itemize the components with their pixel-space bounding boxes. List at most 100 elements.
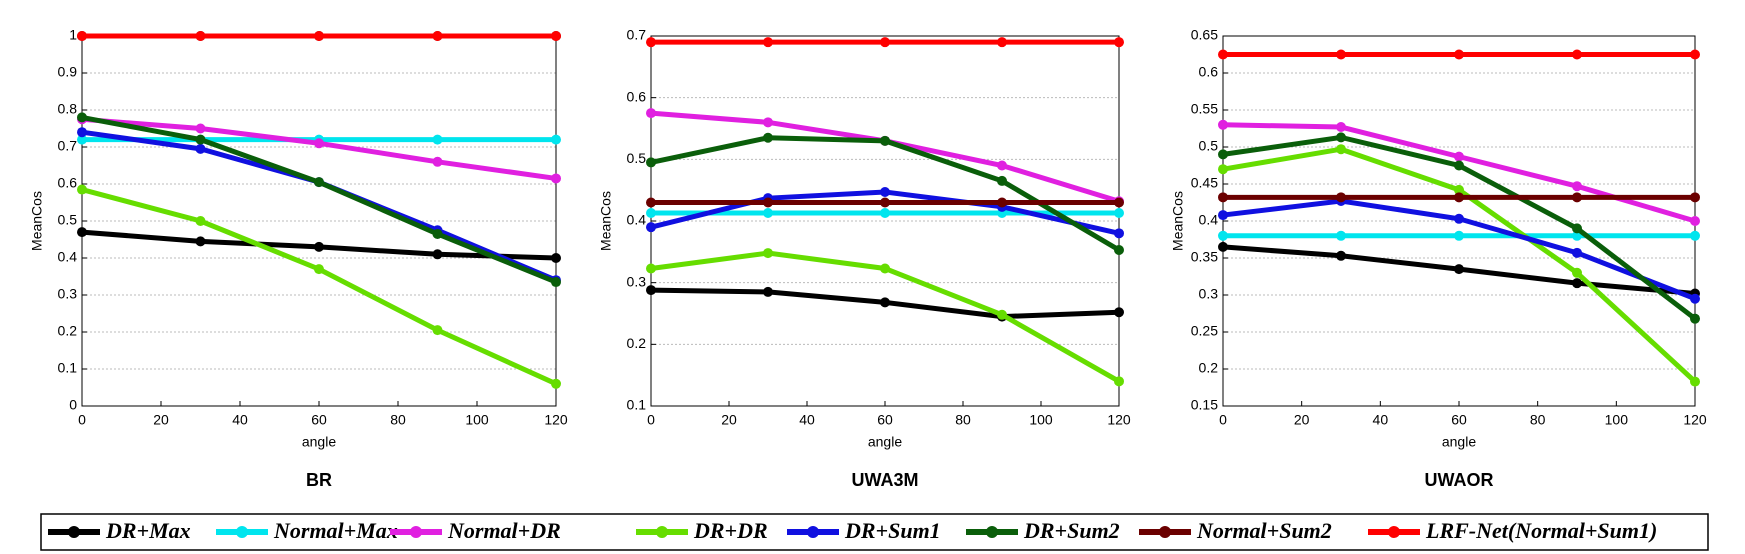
series: DR+Max <box>646 285 1124 322</box>
point <box>880 37 890 48</box>
point <box>763 207 773 218</box>
point <box>551 253 561 263</box>
x-axis-label: angle <box>1442 434 1476 450</box>
point <box>1218 149 1228 160</box>
point <box>1454 192 1464 203</box>
series <box>77 112 561 288</box>
point <box>1690 216 1700 226</box>
y-tick-label: 0.55 <box>1191 101 1218 117</box>
legend-marker <box>1159 526 1171 538</box>
x-tick-label: 0 <box>647 412 655 428</box>
y-tick-label: 0.45 <box>1191 175 1218 191</box>
point <box>551 173 561 184</box>
x-tick-label: 80 <box>955 412 971 428</box>
legend-marker <box>410 526 422 538</box>
series: DR+DR <box>1218 144 1700 387</box>
point <box>1218 230 1228 241</box>
x-tick-label: 0 <box>78 412 86 428</box>
point <box>763 132 773 143</box>
plot-frame <box>650 35 1120 407</box>
point <box>1572 223 1582 234</box>
point <box>432 31 443 41</box>
y-tick-label: 0.15 <box>1191 397 1218 413</box>
point <box>1336 230 1346 241</box>
point <box>1690 293 1700 304</box>
y-tick-label: 0.4 <box>58 249 78 265</box>
y-tick-label: 0.1 <box>627 397 647 413</box>
point <box>551 134 561 145</box>
point <box>1572 278 1582 289</box>
y-tick-label: 0.5 <box>627 150 647 166</box>
y-axis-label: MeanCos <box>29 191 45 251</box>
series: DR+Sum1 <box>1218 196 1700 304</box>
y-tick-label: 0.2 <box>1199 360 1219 376</box>
point <box>77 31 87 41</box>
point <box>880 187 890 198</box>
point <box>1218 241 1228 252</box>
x-tick-label: 100 <box>1605 412 1629 428</box>
y-tick-label: 0.1 <box>58 360 78 376</box>
legend-marker <box>1388 526 1400 538</box>
y-axis-label: MeanCos <box>1170 191 1186 251</box>
x-tick-label: 100 <box>1029 412 1053 428</box>
legend-frame <box>40 513 1709 551</box>
legend-label: DR+DR <box>693 518 768 543</box>
x-axis-label: angle <box>302 434 336 450</box>
x-tick-label: 20 <box>721 412 737 428</box>
point <box>195 134 206 145</box>
x-tick-label: 120 <box>1683 412 1707 428</box>
point <box>646 197 656 208</box>
point <box>432 325 443 336</box>
y-tick-label: 0.5 <box>1199 138 1219 154</box>
y-tick-label: 0.6 <box>58 175 78 191</box>
y-axis-label: MeanCos <box>598 191 614 251</box>
point <box>880 197 890 208</box>
point <box>880 297 890 308</box>
point <box>77 184 87 195</box>
point <box>1690 376 1700 387</box>
legend-marker <box>807 526 819 538</box>
series: Normal+Max <box>1218 230 1700 241</box>
point <box>1690 192 1700 203</box>
point <box>551 31 561 41</box>
series <box>77 31 561 41</box>
point <box>1218 119 1228 130</box>
series: LRF-Net(Normal+Sum1) <box>646 37 1124 48</box>
point <box>1454 49 1464 60</box>
point <box>1454 184 1464 195</box>
series: LRF-Net(Normal+Sum1) <box>1218 49 1700 60</box>
x-tick-label: 120 <box>1107 412 1131 428</box>
point <box>1336 49 1346 60</box>
point <box>314 177 324 188</box>
point <box>646 263 656 274</box>
legend-label: Normal+Sum2 <box>1196 518 1332 543</box>
point <box>1114 244 1124 255</box>
legend-label: DR+Max <box>105 518 191 543</box>
chart-title: BR <box>306 470 332 490</box>
y-tick-label: 0.2 <box>58 323 78 339</box>
point <box>551 277 561 288</box>
y-tick-label: 0.6 <box>627 88 647 104</box>
y-tick-label: 0.2 <box>627 335 647 351</box>
point <box>1114 37 1124 48</box>
series <box>77 227 561 263</box>
point <box>1572 49 1582 60</box>
legend-label: DR+Sum1 <box>844 518 941 543</box>
point <box>997 309 1007 320</box>
point <box>1454 160 1464 171</box>
point <box>1336 122 1346 133</box>
y-tick-label: 0.3 <box>1199 286 1219 302</box>
point <box>1336 192 1346 203</box>
y-tick-label: 0.25 <box>1191 323 1218 339</box>
series: Normal+Sum2 <box>646 197 1124 208</box>
point <box>314 264 324 275</box>
series-line <box>81 187 558 387</box>
chart-title: UWAOR <box>1425 470 1494 490</box>
x-tick-label: 20 <box>1294 412 1310 428</box>
x-tick-label: 80 <box>390 412 406 428</box>
point <box>1690 313 1700 324</box>
point <box>1690 230 1700 241</box>
point <box>1336 144 1346 155</box>
point <box>1454 264 1464 275</box>
point <box>646 207 656 218</box>
